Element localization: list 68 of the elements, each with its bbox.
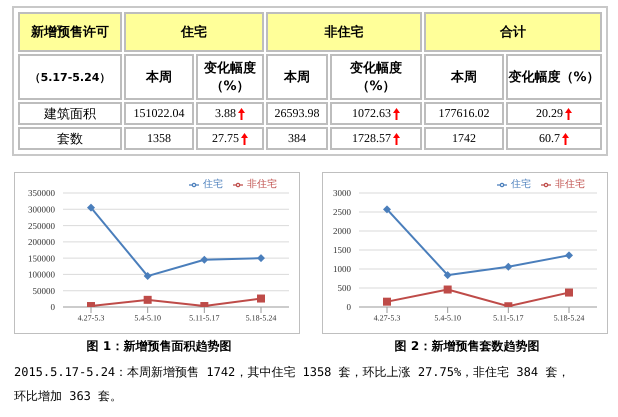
point	[144, 272, 152, 280]
x-tick-label: 4.27-5.3	[78, 314, 104, 323]
text: 变化幅度（%）	[196, 54, 264, 100]
point	[87, 204, 95, 212]
point	[383, 298, 391, 306]
text: 384	[266, 127, 328, 150]
point	[565, 288, 573, 297]
legend-label: 非住宅	[555, 179, 585, 190]
point	[565, 251, 573, 260]
y-tick-label: 2500	[333, 207, 352, 218]
text: 合计	[424, 12, 602, 52]
text: 建筑面积	[18, 102, 122, 125]
point	[504, 262, 512, 271]
text: 图 2：新增预售套数趋势图	[394, 338, 540, 355]
text: 60.7	[506, 127, 602, 150]
y-tick-label: 350000	[28, 188, 56, 198]
text: 2015.5.17-5.24：本周新增预售 1742，其中住宅 1358 套，环比上涨 27.75%，非住宅 384 套，环比增加 363 套。	[14, 364, 570, 405]
legend-label: 住宅	[511, 179, 531, 190]
point	[444, 286, 452, 294]
y-tick-label: 100000	[28, 270, 56, 280]
text: 20.29	[506, 102, 602, 125]
y-tick-label: 250000	[28, 220, 56, 231]
y-tick-label: 500	[338, 283, 352, 294]
text: 图 1：新增预售面积趋势图	[86, 338, 232, 355]
text: 本周	[124, 54, 194, 100]
legend-label: 非住宅	[247, 179, 277, 190]
text: 27.75	[196, 127, 264, 150]
text: 本周	[424, 54, 504, 100]
legend-label: 住宅	[203, 179, 223, 190]
point	[444, 271, 452, 280]
x-tick-label: 5.11-5.17	[189, 314, 220, 323]
text: 住宅	[124, 12, 264, 52]
text: 26593.98	[266, 102, 328, 125]
text: 本周	[266, 54, 328, 100]
text: 变化幅度（%）	[506, 54, 602, 100]
point	[257, 254, 265, 262]
point	[383, 205, 391, 214]
text: 变化幅度（%）	[330, 54, 422, 100]
text: 151022.04	[124, 102, 194, 125]
y-tick-label: 0	[50, 302, 56, 312]
y-tick-label: 1500	[333, 245, 352, 256]
y-tick-label: 50000	[32, 286, 56, 296]
x-tick-label: 5.11-5.17	[493, 314, 524, 323]
y-tick-label: 2000	[333, 226, 352, 236]
text: 1742	[424, 127, 504, 150]
text: 3.88	[196, 102, 264, 125]
x-tick-label: 5.18-5.24	[554, 314, 584, 323]
text: 新增预售许可	[18, 12, 122, 52]
x-tick-label: 5.4-5.10	[434, 314, 462, 323]
y-tick-label: 300000	[28, 204, 56, 214]
y-tick-label: 150000	[28, 253, 56, 264]
text: 非住宅	[266, 12, 422, 52]
text: 177616.02	[424, 102, 504, 125]
text: 1072.63	[330, 102, 422, 125]
text: 1358	[124, 127, 194, 150]
x-tick-label: 5.18-5.24	[246, 314, 276, 323]
y-tick-label: 3000	[333, 188, 352, 198]
text: 1728.57	[330, 127, 422, 150]
y-tick-label: 200000	[28, 237, 56, 248]
point	[144, 296, 152, 304]
point	[200, 256, 208, 264]
x-tick-label: 5.4-5.10	[134, 314, 162, 323]
text: （5.17-5.24）	[18, 54, 122, 100]
point	[257, 294, 265, 303]
x-tick-label: 4.27-5.3	[374, 314, 400, 323]
y-tick-label: 1000	[333, 264, 352, 274]
text: 套数	[18, 127, 122, 150]
y-tick-label: 0	[346, 302, 352, 312]
